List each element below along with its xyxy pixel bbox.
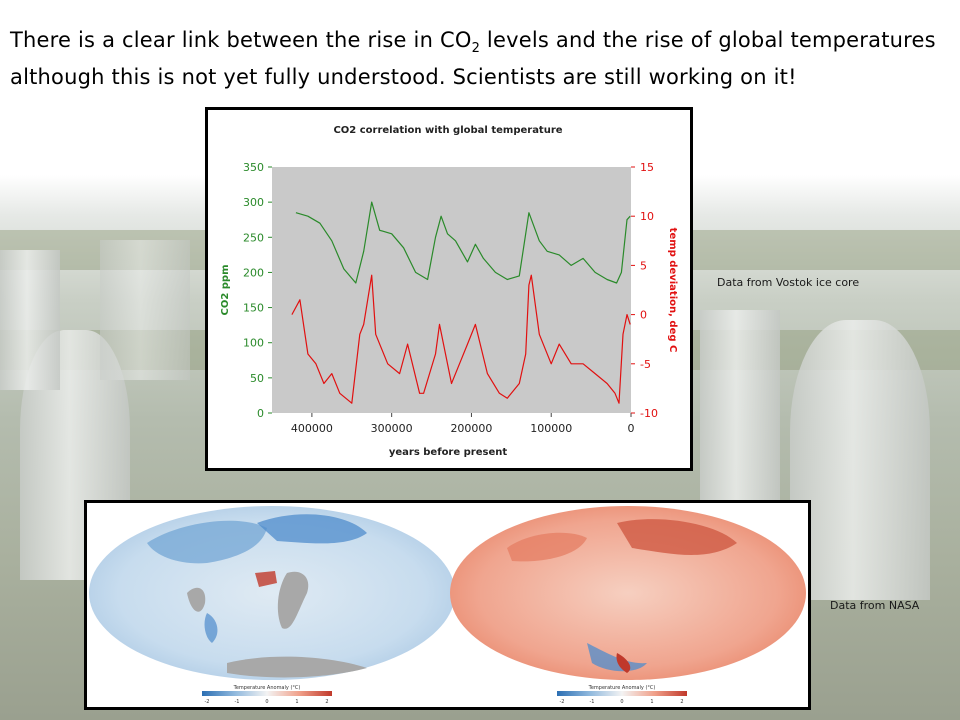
y-tick-label: 0 (257, 407, 264, 420)
y-tick-label: 50 (250, 372, 264, 385)
background-tower (0, 250, 60, 390)
y2-tick-label: 10 (640, 210, 654, 223)
color-scale-tick-label: 2 (325, 699, 328, 705)
co2-temperature-chart: CO2 correlation with global temperature … (205, 107, 693, 471)
color-scale-tick-label: 1 (650, 699, 653, 705)
note-nasa: Data from NASA (830, 599, 920, 612)
map-warm-period: Temperature Anomaly (°C) -2 -1 0 1 2 (450, 506, 806, 705)
map-warm-region (255, 571, 277, 587)
color-scale-tick-label: 0 (620, 699, 623, 705)
map-cold-region (147, 520, 267, 564)
background-tower (790, 320, 930, 600)
y-tick-label: 250 (243, 231, 264, 244)
map-nodata-land (277, 571, 309, 629)
color-scale-bar (202, 691, 332, 696)
y-tick-label: 350 (243, 161, 264, 174)
map-warm-region (616, 653, 631, 673)
color-scale-label: Temperature Anomaly (°C) (588, 685, 656, 691)
temperature-anomaly-maps: Temperature Anomaly (°C) -2 -1 0 1 2 Tempera… (84, 500, 811, 710)
y-tick-label: 100 (243, 337, 264, 350)
map-warm-region (507, 532, 587, 562)
map-cold-region (204, 613, 218, 643)
map-cold-period: Temperature Anomaly (°C) -2 -1 0 1 2 (89, 506, 455, 705)
color-scale-tick-label: -1 (590, 699, 595, 705)
x-tick-label: 100000 (530, 422, 572, 435)
y-tick-label: 150 (243, 302, 264, 315)
y-tick-label: 300 (243, 196, 264, 209)
color-scale-tick-label: -2 (205, 699, 210, 705)
y2-tick-label: -10 (640, 407, 658, 420)
background-tower (100, 240, 190, 380)
x-axis-label: years before present (389, 447, 507, 458)
color-scale-tick-label: -1 (235, 699, 240, 705)
y2-tick-label: 15 (640, 161, 654, 174)
background-tower (700, 310, 780, 500)
x-tick-label: 300000 (371, 422, 413, 435)
map-warm-region (617, 519, 737, 555)
x-tick-label: 400000 (291, 422, 333, 435)
y2-axis-label: temp deviation, deg C (667, 228, 678, 353)
color-scale-tick-label: 1 (295, 699, 298, 705)
color-scale-tick-label: 0 (265, 699, 268, 705)
y2-tick-label: 5 (640, 259, 647, 272)
map-cold-region (587, 643, 647, 672)
series-line-co2 (295, 201, 631, 284)
y-axis-label: CO2 ppm (220, 264, 231, 315)
plot-area (272, 167, 631, 413)
map-cold-region (257, 514, 367, 544)
note-vostok: Data from Vostok ice core (717, 276, 860, 289)
y2-tick-label: -5 (640, 358, 651, 371)
color-scale-label: Temperature Anomaly (°C) (233, 685, 301, 691)
slide-headline: There is a clear link between the rise i… (10, 28, 936, 90)
y2-tick-label: 0 (640, 309, 647, 322)
color-scale-tick-label: -2 (560, 699, 565, 705)
color-scale-tick-label: 2 (680, 699, 683, 705)
map-nodata-land (227, 656, 367, 678)
x-tick-label: 0 (628, 422, 635, 435)
anomaly-maps-svg: Temperature Anomaly (°C) -2 -1 0 1 2 Tempera… (89, 506, 806, 705)
y-tick-label: 200 (243, 266, 264, 279)
chart-title: CO2 correlation with global temperature (333, 125, 562, 136)
x-tick-label: 200000 (450, 422, 492, 435)
map-nodata-land (187, 587, 206, 612)
series-line-temp (291, 274, 631, 404)
co2-temperature-chart-svg: CO2 correlation with global temperature … (208, 110, 690, 468)
color-scale-bar (557, 691, 687, 696)
